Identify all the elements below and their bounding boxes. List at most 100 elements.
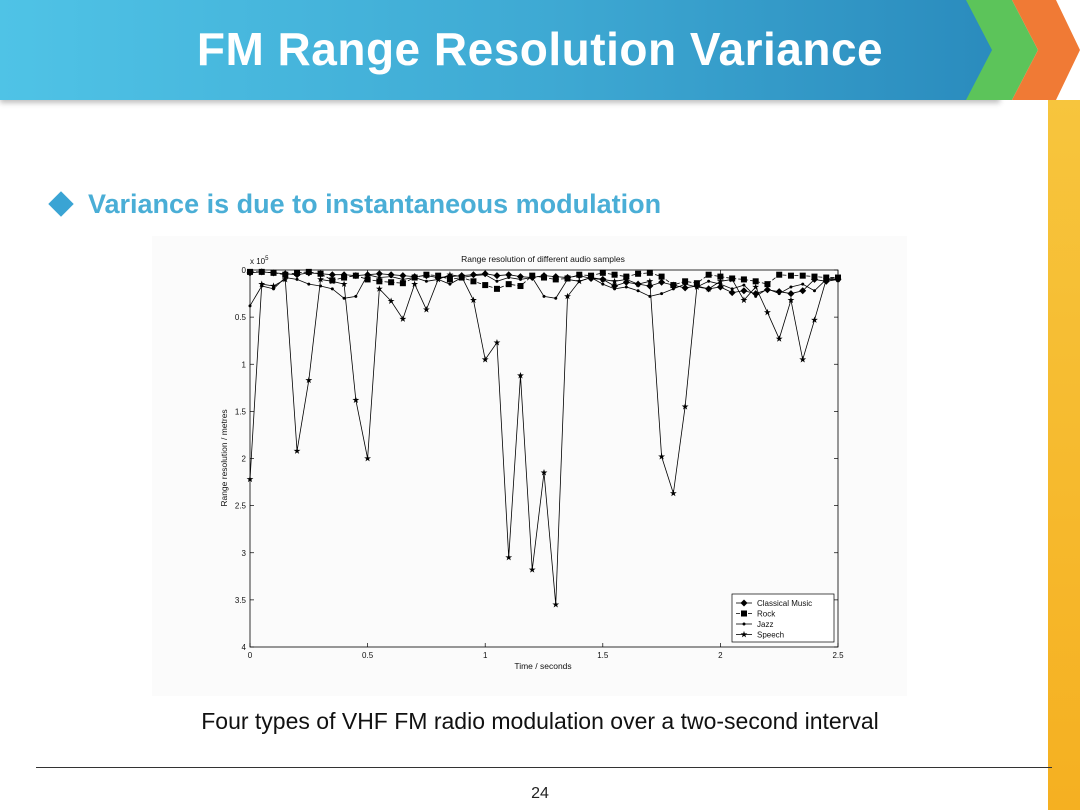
data-point-jazz <box>718 282 722 286</box>
data-point-rock <box>658 273 665 280</box>
data-point-jazz <box>636 289 640 293</box>
data-point-speech <box>317 275 324 283</box>
data-point-classical-music <box>328 271 336 279</box>
data-point-classical-music <box>775 288 783 296</box>
data-point-rock <box>740 276 747 283</box>
legend-label-jazz: Jazz <box>757 620 773 629</box>
data-point-rock <box>635 270 642 277</box>
data-point-speech <box>552 600 560 608</box>
data-point-classical-music <box>822 277 830 285</box>
data-point-rock <box>599 269 606 276</box>
data-point-speech <box>305 376 313 384</box>
range-resolution-chart: Range resolution of different audio samp… <box>219 254 844 671</box>
data-point-rock <box>552 276 559 283</box>
y-tick-label: 1 <box>242 360 247 369</box>
data-point-rock <box>717 273 724 280</box>
data-point-rock <box>764 281 771 288</box>
data-point-jazz <box>660 292 664 296</box>
data-point-jazz <box>730 287 734 291</box>
data-point-jazz <box>366 273 370 277</box>
data-point-jazz <box>812 289 816 293</box>
y-multiplier-exponent: 5 <box>265 256 269 262</box>
data-point-speech <box>705 285 713 292</box>
data-point-jazz <box>424 279 428 283</box>
data-point-speech <box>622 275 630 283</box>
page-title: FM Range Resolution Variance <box>196 23 884 75</box>
data-point-rock <box>576 271 583 278</box>
data-point-rock <box>693 280 700 287</box>
data-point-jazz <box>765 287 769 291</box>
data-point-speech <box>775 335 783 342</box>
data-point-rock <box>446 276 453 283</box>
data-point-rock <box>811 273 818 280</box>
data-point-rock <box>529 272 536 279</box>
data-point-jazz <box>801 282 805 286</box>
data-point-speech <box>728 275 736 283</box>
data-point-jazz <box>754 294 758 298</box>
data-point-rock <box>294 269 301 276</box>
x-axis-label: Time / seconds <box>514 661 571 671</box>
legend-label-speech: Speech <box>757 631 784 640</box>
data-point-speech <box>505 553 513 561</box>
plot-frame <box>249 269 839 648</box>
data-point-classical-music <box>799 287 807 295</box>
data-point-classical-music <box>493 272 501 280</box>
series-line-speech <box>249 274 838 605</box>
data-point-classical-music <box>658 278 666 286</box>
bullet-text: Variance is due to instantaneous modulat… <box>88 188 662 219</box>
data-point-jazz <box>272 287 276 291</box>
data-point-speech <box>399 315 407 322</box>
data-point-speech <box>599 275 607 283</box>
data-point-jazz <box>742 283 746 287</box>
data-point-rock <box>376 278 383 285</box>
data-point-speech <box>246 475 254 483</box>
data-point-rock <box>423 271 430 278</box>
chevron-green-icon <box>966 0 1038 100</box>
data-point-rock <box>752 278 759 285</box>
legend-marker-speech <box>740 630 748 638</box>
data-point-speech <box>799 355 807 363</box>
header-bar <box>0 0 1000 100</box>
y-tick-label: 0.5 <box>235 313 247 322</box>
data-point-jazz <box>566 277 570 281</box>
y-tick-label: 4 <box>242 643 247 652</box>
data-point-rock <box>670 282 677 289</box>
data-point-speech <box>528 566 536 573</box>
data-point-speech <box>822 275 830 283</box>
data-point-jazz <box>413 276 417 280</box>
data-point-rock <box>682 278 689 285</box>
chevron-orange-icon <box>1012 0 1080 100</box>
data-point-jazz <box>307 282 311 286</box>
data-point-jazz <box>495 279 499 283</box>
data-point-speech <box>575 277 583 285</box>
data-point-rock <box>305 268 312 275</box>
data-point-speech <box>658 453 666 460</box>
series-speech <box>246 271 842 608</box>
data-point-speech <box>669 489 677 497</box>
y-tick-label: 3.5 <box>235 596 247 605</box>
x-tick-label: 1 <box>483 651 488 660</box>
data-point-jazz <box>530 276 534 280</box>
side-accent-bar <box>1048 100 1080 810</box>
data-point-rock <box>247 268 253 275</box>
footer-divider <box>36 767 1052 768</box>
data-point-speech <box>634 280 642 288</box>
data-point-rock <box>341 274 348 281</box>
data-point-speech <box>752 283 760 290</box>
data-point-rock <box>482 282 489 289</box>
data-point-rock <box>705 271 712 278</box>
data-point-rock <box>399 280 406 287</box>
data-point-rock <box>388 279 395 286</box>
data-point-speech <box>352 396 360 403</box>
legend-box <box>731 593 835 643</box>
data-point-rock <box>364 276 371 283</box>
data-point-classical-music <box>740 287 748 295</box>
legend-marker-classical-music <box>740 599 748 607</box>
x-tick-label: 0 <box>248 651 253 660</box>
legend-marker-jazz <box>742 622 746 626</box>
x-tick-label: 0.5 <box>362 651 374 660</box>
data-point-speech <box>328 277 336 285</box>
legend-label-classical-music: Classical Music <box>757 599 812 608</box>
y-axis-label: Range resolution / metres <box>219 409 229 506</box>
